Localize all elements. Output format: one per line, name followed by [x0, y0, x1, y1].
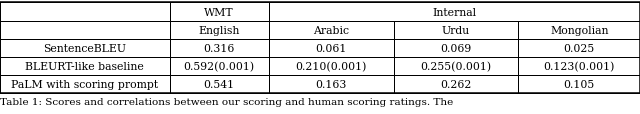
Bar	[518, 21, 640, 39]
Bar	[269, 21, 394, 39]
Bar	[518, 39, 640, 57]
Bar	[170, 75, 269, 93]
Text: Urdu: Urdu	[442, 26, 470, 35]
Text: SentenceBLEU: SentenceBLEU	[44, 44, 126, 53]
Bar	[0, 3, 170, 21]
Bar	[518, 75, 640, 93]
Text: 0.592(0.001): 0.592(0.001)	[184, 61, 255, 72]
Text: English: English	[198, 26, 240, 35]
Bar	[394, 75, 518, 93]
Text: WMT: WMT	[204, 8, 234, 17]
Text: 0.255(0.001): 0.255(0.001)	[420, 61, 492, 72]
Bar	[269, 39, 394, 57]
Text: 0.163: 0.163	[316, 80, 347, 89]
Text: 0.541: 0.541	[204, 80, 235, 89]
Text: Mongolian: Mongolian	[550, 26, 609, 35]
Bar	[269, 57, 394, 75]
Text: Table 1: Scores and correlations between our scoring and human scoring ratings. : Table 1: Scores and correlations between…	[0, 97, 453, 106]
Bar	[394, 57, 518, 75]
Text: 0.025: 0.025	[564, 44, 595, 53]
Text: PaLM with scoring prompt: PaLM with scoring prompt	[12, 80, 158, 89]
Text: 0.069: 0.069	[440, 44, 472, 53]
Bar	[0, 57, 170, 75]
Text: 0.316: 0.316	[204, 44, 235, 53]
Bar	[269, 75, 394, 93]
Bar	[0, 3, 640, 93]
Text: 0.262: 0.262	[440, 80, 472, 89]
Text: BLEURT-like baseline: BLEURT-like baseline	[26, 62, 144, 71]
Bar	[170, 57, 269, 75]
Bar	[0, 75, 170, 93]
Bar	[269, 3, 640, 21]
Bar	[0, 39, 170, 57]
Bar	[394, 21, 518, 39]
Text: 0.105: 0.105	[564, 80, 595, 89]
Bar	[170, 21, 269, 39]
Bar	[394, 39, 518, 57]
Text: Arabic: Arabic	[313, 26, 349, 35]
Bar	[518, 57, 640, 75]
Bar	[170, 3, 269, 21]
Text: 0.210(0.001): 0.210(0.001)	[296, 61, 367, 72]
Bar	[0, 21, 170, 39]
Text: Internal: Internal	[433, 8, 476, 17]
Text: 0.061: 0.061	[316, 44, 347, 53]
Bar	[170, 39, 269, 57]
Text: 0.123(0.001): 0.123(0.001)	[543, 61, 615, 72]
